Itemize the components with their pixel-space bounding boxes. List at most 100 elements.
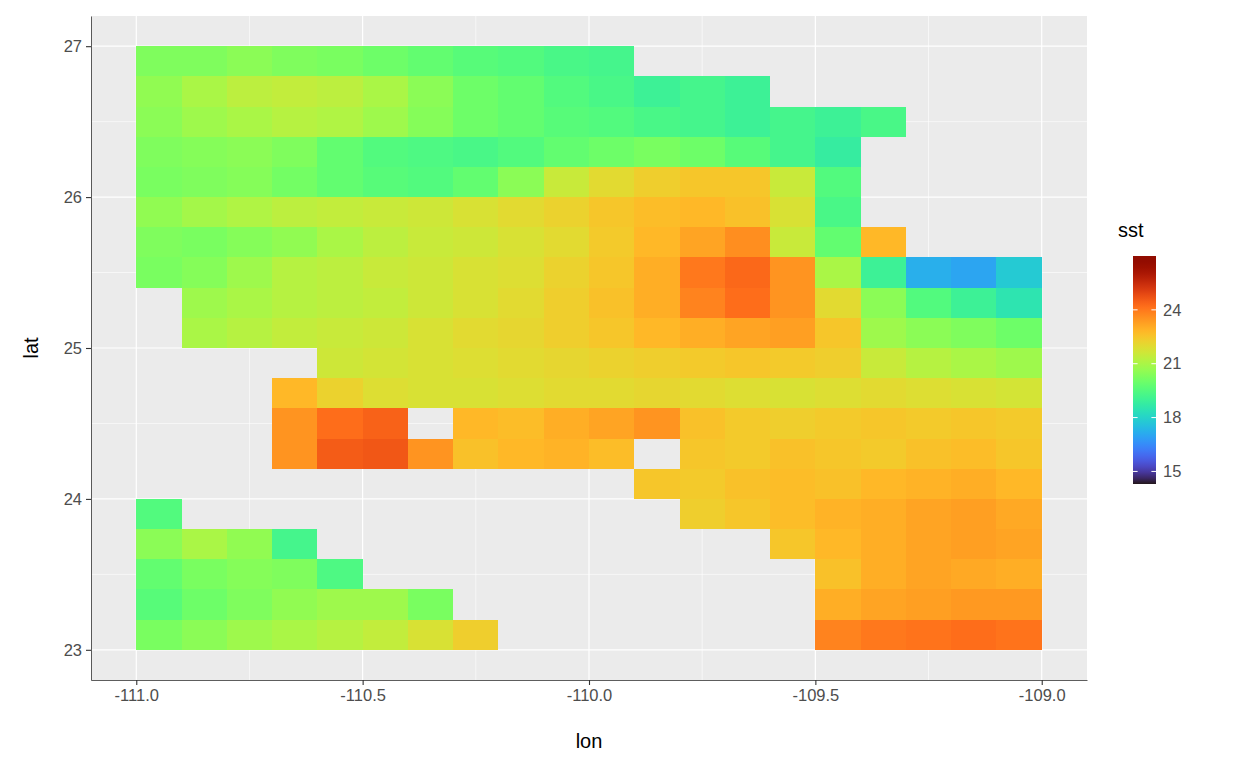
raster-cell [770,137,815,167]
color-bar-tick [1151,363,1156,364]
raster-cell [182,257,227,287]
raster-cell [770,378,815,408]
color-bar [1133,256,1156,484]
raster-cell [634,378,679,408]
raster-cell [317,197,362,227]
raster-cell [498,257,543,287]
raster-cell [227,318,272,348]
raster-cell [453,46,498,76]
raster-cell [544,167,589,197]
x-axis: -111.0-110.5-110.0-109.5-109.0 [92,680,1088,704]
tick-label: 27 [64,37,82,55]
raster-cell [815,348,860,378]
raster-cell [453,318,498,348]
raster-cell [634,318,679,348]
raster-cell [634,288,679,318]
raster-cell [861,227,906,257]
raster-cell [680,257,725,287]
raster-cell [996,469,1041,499]
raster-cell [951,378,996,408]
tick: 23 [64,641,91,659]
raster-cell [906,469,951,499]
raster-cell [680,167,725,197]
raster-cell [815,167,860,197]
raster-cell [770,227,815,257]
tick-mark [86,650,91,651]
raster-cell [363,46,408,76]
raster-cell [951,318,996,348]
raster-cell [408,76,453,106]
panel-background [91,16,1087,680]
raster-cell [634,469,679,499]
raster-cell [589,288,634,318]
raster-cell [680,408,725,438]
raster-cell [589,46,634,76]
tick: -110.5 [340,680,386,704]
raster-cell [363,378,408,408]
raster-cell [951,288,996,318]
raster-cell [861,348,906,378]
raster-cell [815,469,860,499]
legend-title: sst [1118,219,1144,241]
raster-cell [996,257,1041,287]
raster-cell [861,469,906,499]
raster-cell [272,620,317,650]
raster-cell [317,348,362,378]
grid [91,16,1087,680]
raster-cell [227,559,272,589]
raster-cell [408,589,453,619]
x-axis-title: lon [576,730,603,752]
raster-cell [815,620,860,650]
y-axis: 2324252627 [64,17,92,681]
raster-cell [544,107,589,137]
raster-cell [861,378,906,408]
tick-label: 24 [64,490,82,508]
raster-cell [182,288,227,318]
raster-cell [317,288,362,318]
raster-cell [136,167,181,197]
raster-cell [680,378,725,408]
raster-cell [725,107,770,137]
tick: 24 [64,490,91,508]
raster-cell [272,46,317,76]
raster-cell [680,439,725,469]
raster-cell [544,288,589,318]
raster-cell [544,227,589,257]
raster-cell [227,227,272,257]
raster-cell [182,197,227,227]
raster-cell [136,257,181,287]
raster-cell [770,408,815,438]
raster-cell [182,318,227,348]
raster-cell [272,408,317,438]
raster-cell [136,589,181,619]
raster-cell [363,257,408,287]
raster-cell [136,76,181,106]
raster-cell [498,439,543,469]
raster-cell [453,439,498,469]
raster-cell [182,76,227,106]
raster-cell [680,137,725,167]
raster-cell [363,227,408,257]
tick: -109.5 [792,680,839,704]
raster-cell [634,107,679,137]
raster-cell [861,408,906,438]
tick-mark [86,499,91,500]
raster-cell [227,76,272,106]
raster-cell [408,46,453,76]
raster-cell [680,469,725,499]
raster-cell [906,348,951,378]
raster-cell [272,288,317,318]
raster-cell [815,408,860,438]
raster-cell [634,257,679,287]
raster-cell [725,469,770,499]
raster-cell [498,348,543,378]
raster-cell [996,439,1041,469]
raster-cell [544,408,589,438]
raster-cell [453,137,498,167]
raster-cell [227,288,272,318]
tick-mark [815,680,816,685]
raster-cell [272,257,317,287]
raster-cell [272,439,317,469]
raster-cell [906,288,951,318]
raster-cell [725,348,770,378]
